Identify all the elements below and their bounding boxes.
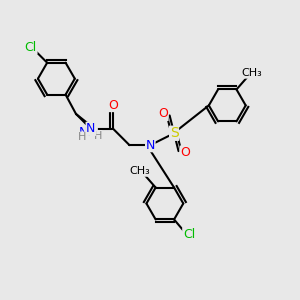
Text: H: H xyxy=(94,130,102,141)
Text: CH₃: CH₃ xyxy=(241,68,262,78)
Text: O: O xyxy=(180,146,190,159)
Text: N: N xyxy=(146,139,155,152)
Text: O: O xyxy=(108,98,118,112)
Text: H: H xyxy=(78,132,87,142)
Text: Cl: Cl xyxy=(183,228,195,241)
Text: CH₃: CH₃ xyxy=(130,166,151,176)
Text: O: O xyxy=(158,107,168,120)
Text: S: S xyxy=(170,126,178,140)
Text: NH: NH xyxy=(79,126,97,139)
Text: Cl: Cl xyxy=(25,41,37,54)
Text: N: N xyxy=(86,122,95,135)
